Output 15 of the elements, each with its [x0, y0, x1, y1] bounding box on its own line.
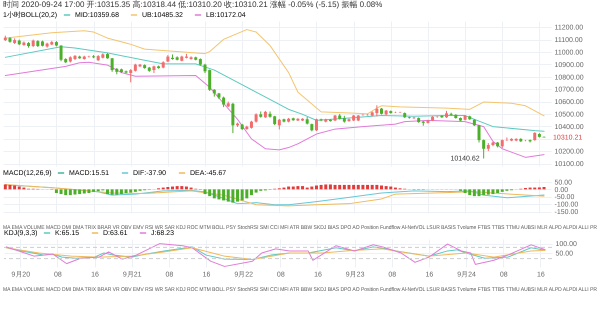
chart-title: 时间 2020-09-24 17:00 开:10315.35 高:10318.44 低:10310.20 收:10310.21 涨幅 -0.05% (-5.15) 振幅 0.08% [3, 0, 382, 9]
candlestick [375, 104, 378, 117]
candlestick [478, 124, 481, 143]
line-series [6, 243, 546, 267]
line-series [4, 29, 545, 116]
candlestick [231, 102, 234, 134]
candlestick [129, 68, 132, 83]
candlestick [254, 112, 258, 124]
candlestick [110, 57, 114, 72]
candlestick [222, 96, 226, 108]
candlestick [482, 138, 486, 159]
candlestick [314, 118, 318, 132]
candlestick [60, 44, 63, 62]
line-series [4, 46, 545, 132]
candlestick [278, 118, 281, 130]
